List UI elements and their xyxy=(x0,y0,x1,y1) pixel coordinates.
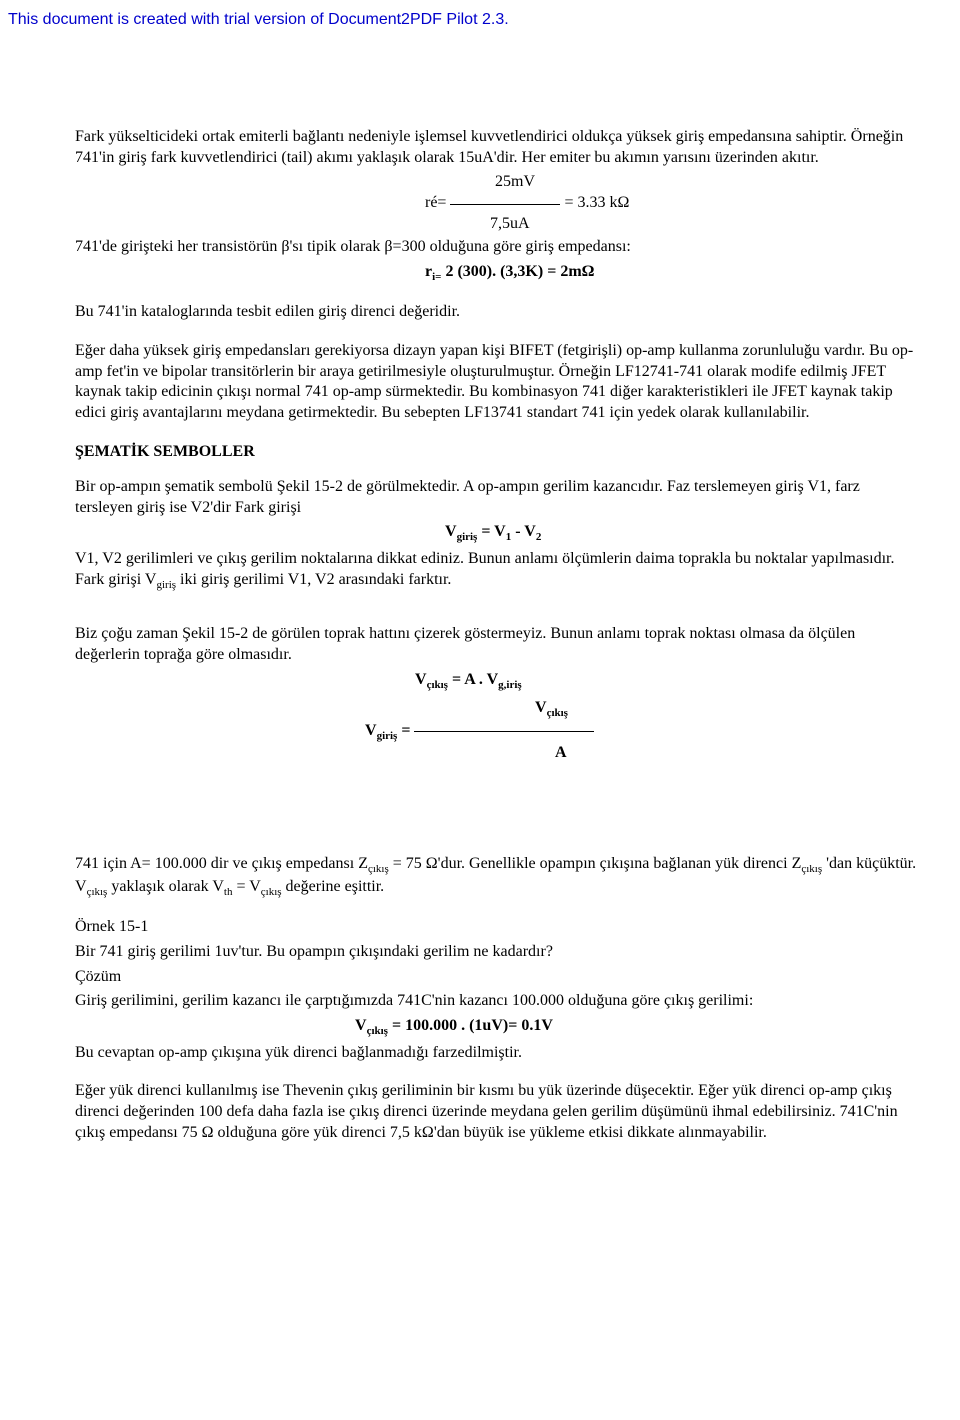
example-title: Örnek 15-1 xyxy=(75,917,920,938)
trial-watermark: This document is created with trial vers… xyxy=(0,0,960,37)
equation-re: 25mV ré= = 3.33 kΩ 7,5uA xyxy=(75,172,920,234)
document-body: Fark yükselticideki ortak emiterli bağla… xyxy=(0,37,960,1188)
equation-vgiris: Vgiriş = V1 - V2 xyxy=(445,522,920,544)
eq1-denominator: 7,5uA xyxy=(490,214,920,235)
eq1-left: ré= xyxy=(425,194,446,211)
eq1-numerator: 25mV xyxy=(495,172,920,193)
paragraph-8: Bu cevaptan op-amp çıkışına yük direnci … xyxy=(75,1043,920,1064)
example-question: Bir 741 giriş gerilimi 1uv'tur. Bu opamp… xyxy=(75,942,920,963)
equation-example: Vçıkış = 100.000 . (1uV)= 0.1V xyxy=(355,1016,920,1038)
paragraph-3: Bu 741'in kataloglarında tesbit edilen g… xyxy=(75,302,920,323)
example-solution-label: Çözüm xyxy=(75,967,920,988)
paragraph-7: 741 için A= 100.000 dir ve çıkış empedan… xyxy=(75,854,920,899)
eq1-right: = 3.33 kΩ xyxy=(564,194,629,211)
example-solution: Giriş gerilimini, gerilim kazancı ile ça… xyxy=(75,991,920,1012)
paragraph-9: Eğer yük direnci kullanılmış ise Theveni… xyxy=(75,1081,920,1143)
equation-ri: ri= 2 (300). (3,3K) = 2mΩ xyxy=(425,262,920,284)
eq1-main: ré= = 3.33 kΩ xyxy=(425,193,920,214)
paragraph-2: 741'de girişteki her transistörün β'sı t… xyxy=(75,237,920,258)
paragraph-1: Fark yükselticideki ortak emiterli bağla… xyxy=(75,127,920,169)
paragraph-5b: V1, V2 gerilimleri ve çıkış gerilim nokt… xyxy=(75,549,920,592)
equation-vcikis-a: Vçıkış = A . Vg,iriş xyxy=(415,670,920,692)
equation-vgiris-frac: Vçıkış Vgiriş = A xyxy=(365,698,920,764)
section-heading-1: ŞEMATİK SEMBOLLER xyxy=(75,442,920,463)
paragraph-6: Biz çoğu zaman Şekil 15-2 de görülen top… xyxy=(75,624,920,666)
paragraph-4: Eğer daha yüksek giriş empedansları gere… xyxy=(75,341,920,424)
paragraph-5a: Bir op-ampın şematik sembolü Şekil 15-2 … xyxy=(75,477,920,519)
